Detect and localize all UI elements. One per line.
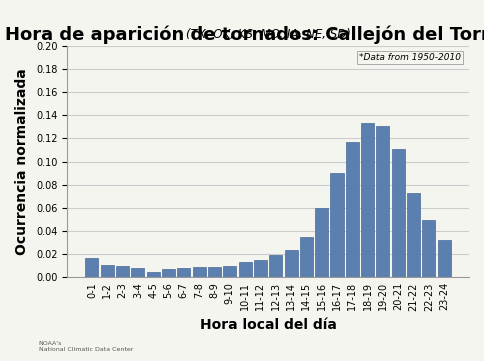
Bar — [269, 255, 282, 277]
Bar — [392, 149, 405, 277]
Title: Hora de aparición de tornados: Callejón del Tornado: Hora de aparición de tornados: Callejón … — [5, 26, 484, 44]
Bar — [147, 271, 160, 277]
Bar — [300, 237, 313, 277]
Bar — [131, 268, 144, 277]
Bar — [361, 123, 374, 277]
Bar — [177, 268, 190, 277]
Bar — [239, 262, 252, 277]
Text: *Data from 1950-2010: *Data from 1950-2010 — [359, 53, 461, 62]
Bar — [346, 142, 359, 277]
Bar — [438, 240, 451, 277]
Bar — [162, 269, 175, 277]
Bar — [285, 249, 298, 277]
Bar — [377, 126, 390, 277]
Bar — [101, 265, 114, 277]
Bar — [254, 260, 267, 277]
Bar — [223, 266, 236, 277]
Bar — [423, 219, 436, 277]
Bar — [208, 267, 221, 277]
Bar — [86, 258, 98, 277]
X-axis label: Hora local del día: Hora local del día — [199, 318, 336, 331]
Y-axis label: Ocurrencia normalizada: Ocurrencia normalizada — [15, 68, 29, 255]
Text: (TX, OK, KS, MO, IA, NE, SD): (TX, OK, KS, MO, IA, NE, SD) — [186, 28, 350, 41]
Bar — [407, 193, 420, 277]
Text: NOAA's
National Climatic Data Center: NOAA's National Climatic Data Center — [39, 341, 133, 352]
Bar — [193, 267, 206, 277]
Bar — [315, 208, 328, 277]
Bar — [116, 266, 129, 277]
Bar — [331, 173, 344, 277]
